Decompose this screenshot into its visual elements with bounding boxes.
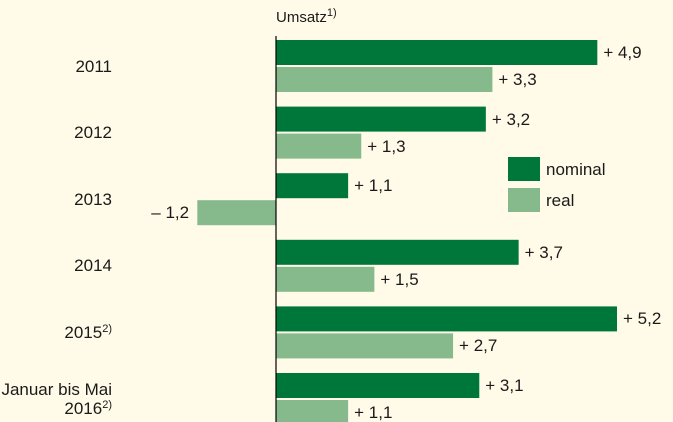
category-text: Januar bis Mai 2016 (1, 380, 112, 418)
bar (197, 200, 276, 226)
category-label: 20152) (0, 323, 112, 342)
value-label: + 4,9 (603, 43, 642, 62)
bar (276, 67, 493, 92)
category-label: 2012 (0, 123, 112, 142)
bar (276, 373, 480, 398)
category-text: 2015 (64, 322, 103, 342)
chart-title-block: Umsatz1) (276, 8, 337, 27)
category-label: 2014 (0, 256, 112, 275)
value-label: + 1,1 (354, 403, 393, 422)
bar (276, 266, 375, 292)
category-footnote: 2) (102, 399, 112, 411)
category-label: 2013 (0, 190, 112, 209)
category-label: 2011 (0, 57, 112, 76)
category-text: 2011 (75, 56, 112, 76)
category-text: 2013 (74, 189, 112, 209)
value-label: + 1,1 (354, 176, 393, 196)
legend-swatch (508, 157, 540, 181)
value-label: + 1,3 (367, 136, 406, 156)
bar (276, 106, 486, 132)
legend-label: real (546, 191, 575, 210)
category-text: 2012 (74, 123, 112, 143)
value-label: + 3,1 (485, 376, 524, 395)
value-label: + 3,2 (491, 109, 531, 129)
legend-swatch (508, 188, 540, 212)
bar (276, 133, 362, 159)
bar (276, 40, 598, 65)
value-label: + 1,5 (380, 269, 419, 289)
category-label: Januar bis Mai 20162) (0, 380, 112, 418)
category-footnote: 2) (102, 322, 112, 335)
legend-label: nominal (546, 160, 606, 179)
value-label: + 3,3 (498, 70, 537, 89)
bar (276, 306, 617, 332)
bar (276, 239, 519, 265)
bar (276, 333, 454, 359)
bar (276, 400, 349, 422)
chart-title: Umsatz (276, 9, 327, 26)
category-text: 2014 (74, 256, 112, 276)
value-label: – 1,2 (151, 203, 190, 223)
bar (276, 173, 349, 199)
value-label: + 2,7 (459, 336, 498, 356)
value-label: + 5,2 (623, 309, 662, 329)
title-footnote: 1) (326, 7, 337, 19)
value-label: + 3,7 (524, 242, 563, 262)
